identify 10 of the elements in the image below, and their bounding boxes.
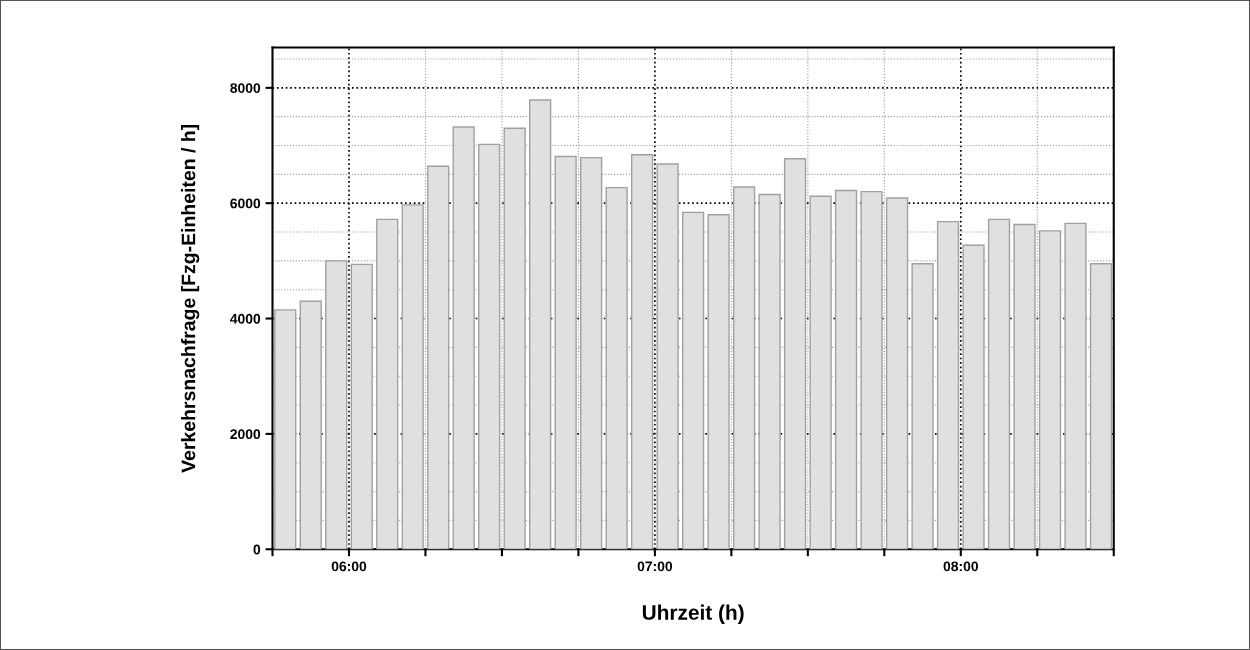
y-axis-title: Verkehrsnachfrage [Fzg-Einheiten / h] [181, 124, 200, 473]
y-tick-label: 0 [253, 544, 261, 555]
x-tick-label: 06:00 [331, 561, 367, 572]
x-axis-title: Uhrzeit (h) [642, 604, 744, 624]
x-tick-label: 07:00 [637, 561, 673, 572]
y-tick-label: 2000 [230, 429, 261, 440]
y-tick-label: 8000 [230, 83, 261, 93]
y-tick-label: 6000 [230, 198, 261, 209]
y-tick-label: 4000 [230, 313, 261, 324]
x-tick-label: 08:00 [943, 561, 978, 572]
